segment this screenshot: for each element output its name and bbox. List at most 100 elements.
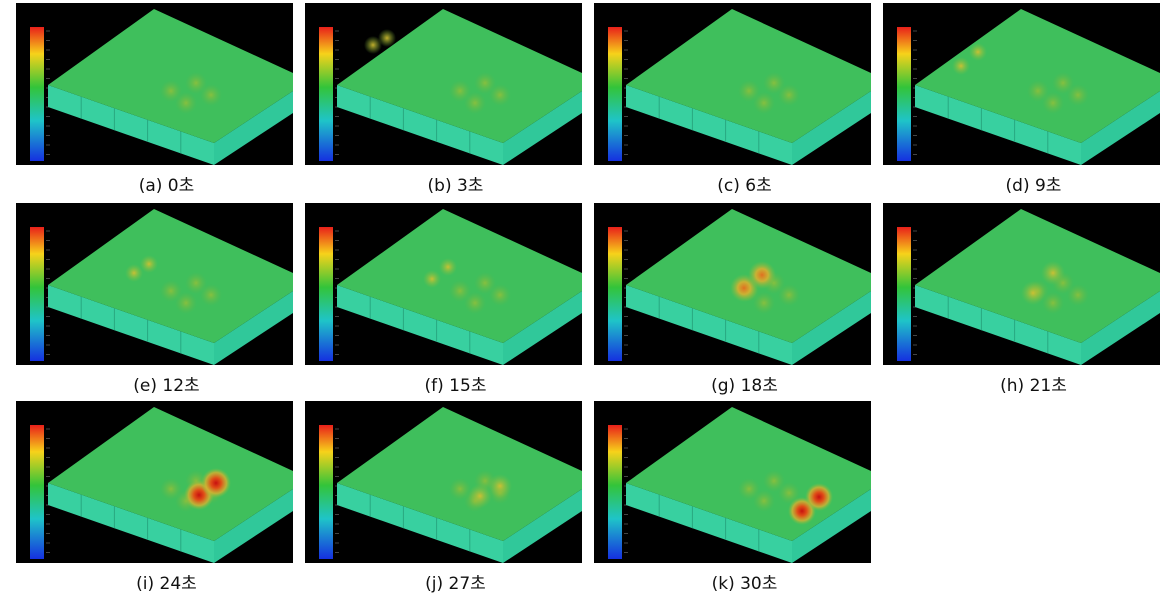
color-bar [897,227,911,361]
hotspot [423,270,441,288]
hotspot [449,280,471,302]
caption: (c) 6초 [717,176,771,196]
panel [16,3,293,165]
hotspot [449,478,471,500]
hotspot [175,92,197,114]
hotspot [464,292,486,314]
hotspot [1067,84,1089,106]
hotspot [378,29,396,47]
panel [305,203,582,365]
caption: (i) 24초 [136,574,197,594]
panel [16,401,293,563]
color-bar [30,27,44,161]
plate-side [214,291,293,365]
hotspot [474,72,496,94]
plate-top [337,9,582,143]
panel [305,401,582,563]
panel [305,3,582,165]
hotspot [1027,80,1049,102]
plate-side [792,91,871,165]
plate-side [214,91,293,165]
color-bar [319,425,333,559]
hotspot [738,478,760,500]
hotspot [748,261,776,289]
hotspot [439,258,457,276]
plate-side [503,91,582,165]
plate-side [1081,91,1160,165]
plate-top [48,407,293,541]
hotspot [753,292,775,314]
color-bar [897,27,911,161]
hotspot [738,80,760,102]
hotspot [489,84,511,106]
hotspot [160,80,182,102]
color-bar [30,227,44,361]
hotspot [185,72,207,94]
hotspot [778,84,800,106]
caption: (b) 3초 [428,176,484,196]
hotspot [201,468,231,498]
hotspot [1042,292,1064,314]
hotspot [200,84,222,106]
plate-front [915,85,1081,165]
plate-front [48,285,214,365]
color-bar [319,27,333,161]
panel [594,401,871,563]
hotspot [753,490,775,512]
plate-front [626,85,792,165]
plate-side [792,489,871,563]
panel [883,203,1160,365]
caption: (k) 30초 [712,574,778,594]
color-bar [319,227,333,361]
hotspot [952,57,970,75]
plate-front [337,483,503,563]
caption: (g) 18초 [711,376,778,396]
plate-front [626,483,792,563]
hotspot [1052,72,1074,94]
hotspot [160,478,182,500]
color-bar [608,227,622,361]
hotspot [125,264,143,282]
hotspot [778,284,800,306]
hotspot [763,470,785,492]
hotspot [1067,284,1089,306]
plate-front [337,285,503,365]
hotspot [753,92,775,114]
hotspot [449,80,471,102]
hotspot [489,284,511,306]
plate-top [48,9,293,143]
plate-front [337,85,503,165]
plate-front [48,85,214,165]
color-bar [608,425,622,559]
hotspot [160,280,182,302]
plate-side [503,291,582,365]
hotspot [140,255,158,273]
color-bar [608,27,622,161]
hotspot [464,92,486,114]
hotspot [1041,261,1065,285]
hotspot [805,483,833,511]
plate-side [1081,291,1160,365]
caption: (d) 9초 [1006,176,1062,196]
hotspot [969,43,987,61]
hotspot [778,482,800,504]
plate-front [915,285,1081,365]
hotspot [185,272,207,294]
plate-top [915,9,1160,143]
plate-top [626,9,871,143]
hotspot [488,474,512,498]
hotspot [1042,92,1064,114]
caption: (h) 21초 [1000,376,1067,396]
plate-top [337,407,582,541]
plate-top [48,209,293,343]
plate-front [626,285,792,365]
panel [883,3,1160,165]
caption: (e) 12초 [133,376,199,396]
caption: (a) 0초 [139,176,195,196]
plate-top [337,209,582,343]
plate-side [503,489,582,563]
plate-side [214,489,293,563]
hotspot [474,272,496,294]
color-bar [30,425,44,559]
